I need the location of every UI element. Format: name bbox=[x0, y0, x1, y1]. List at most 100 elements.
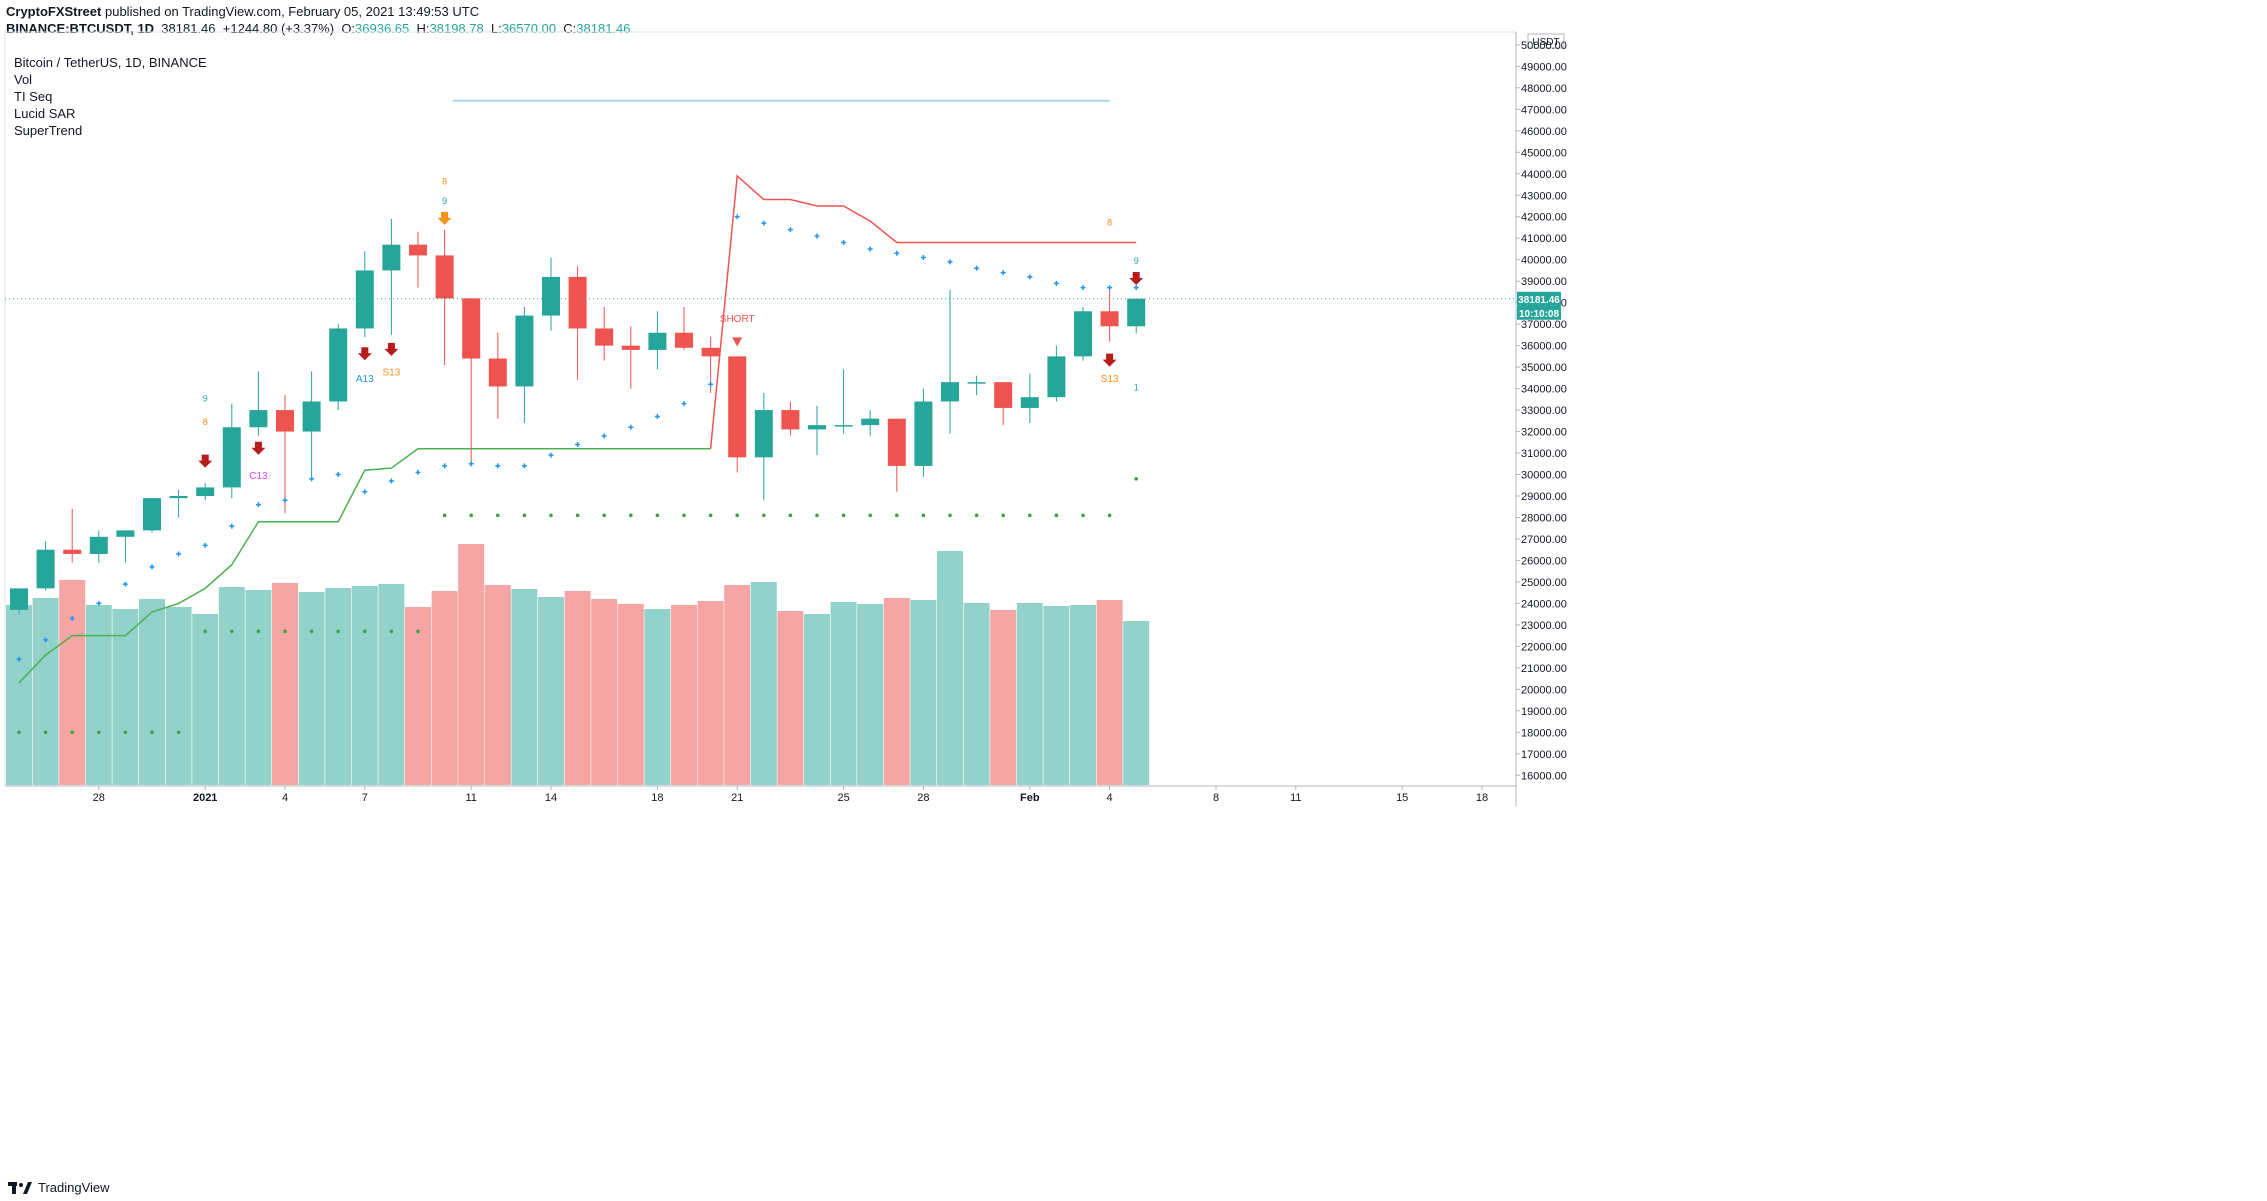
supertrend-down-line bbox=[709, 174, 1137, 449]
volume-bar bbox=[564, 591, 591, 785]
volume-bar bbox=[857, 604, 884, 785]
candle-body bbox=[701, 347, 720, 357]
candle-body bbox=[568, 276, 587, 329]
footer-brand-label[interactable]: TradingView bbox=[38, 1180, 110, 1195]
seq-dot bbox=[150, 730, 154, 735]
volume-bar bbox=[32, 598, 59, 785]
y-tick-label: 31000.00 bbox=[1521, 448, 1567, 460]
seq-dot bbox=[841, 513, 846, 518]
seq-dot bbox=[70, 730, 74, 735]
y-tick-label: 21000.00 bbox=[1521, 663, 1567, 675]
seq-dot bbox=[629, 513, 633, 518]
candle-body bbox=[1047, 356, 1066, 398]
tradingview-logo-icon bbox=[8, 1181, 32, 1195]
volume-bar bbox=[804, 614, 830, 785]
volume-bar bbox=[245, 590, 272, 785]
sar-point bbox=[1000, 270, 1006, 276]
seq-dot bbox=[522, 513, 527, 518]
last-price-badge bbox=[1517, 291, 1561, 306]
volume-bar bbox=[617, 604, 644, 785]
candle-body bbox=[1074, 311, 1092, 357]
y-tick-label: 36000.00 bbox=[1521, 341, 1567, 353]
candle-body bbox=[914, 401, 933, 466]
sar-point bbox=[362, 489, 368, 495]
seq-dot bbox=[416, 629, 420, 634]
signal-arrow-icon bbox=[437, 211, 452, 225]
candle-body bbox=[89, 536, 108, 554]
sar-point bbox=[787, 227, 793, 233]
candle-body bbox=[249, 410, 268, 428]
volume-bar bbox=[1123, 621, 1150, 785]
seq-dot bbox=[43, 730, 48, 735]
sar-point bbox=[468, 461, 474, 467]
signal-arrow-icon bbox=[384, 342, 399, 356]
legend-title[interactable]: Bitcoin / TetherUS, 1D, BINANCE bbox=[14, 55, 207, 70]
candle-body bbox=[63, 549, 82, 554]
volume-bar bbox=[458, 544, 485, 785]
y-tick-label: 18000.00 bbox=[1521, 727, 1567, 739]
volume-bar bbox=[830, 602, 857, 785]
candle-body bbox=[302, 401, 321, 432]
x-tick-label: 28 bbox=[93, 792, 105, 804]
sar-point bbox=[1053, 280, 1059, 286]
y-tick-label: 50000.00 bbox=[1521, 40, 1567, 52]
sar-point bbox=[867, 246, 873, 252]
seq-annotation: SHORT bbox=[720, 314, 755, 325]
seq-dot bbox=[336, 629, 341, 634]
seq-dot bbox=[575, 513, 580, 518]
candle-body bbox=[1020, 397, 1039, 408]
y-tick-label: 45000.00 bbox=[1521, 147, 1567, 159]
supertrend-up-line bbox=[18, 447, 711, 684]
legend-item-lucid-sar[interactable]: Lucid SAR bbox=[14, 106, 76, 121]
seq-dot bbox=[602, 513, 606, 518]
volume-bar bbox=[325, 588, 352, 785]
candle-body bbox=[542, 276, 560, 316]
sar-point bbox=[176, 551, 182, 557]
legend-item-supertrend[interactable]: SuperTrend bbox=[14, 123, 83, 138]
candle-body bbox=[276, 410, 294, 432]
y-tick-label: 32000.00 bbox=[1521, 427, 1567, 439]
y-tick-label: 39000.00 bbox=[1521, 276, 1567, 288]
y-tick-label: 47000.00 bbox=[1521, 104, 1567, 116]
y-tick-label: 42000.00 bbox=[1521, 212, 1567, 224]
x-tick-label: 8 bbox=[1213, 792, 1219, 804]
seq-dot bbox=[309, 629, 314, 634]
y-tick-label: 49000.00 bbox=[1521, 61, 1567, 73]
candle-body bbox=[808, 425, 826, 430]
candle-body bbox=[409, 244, 427, 256]
y-tick-label: 17000.00 bbox=[1521, 749, 1567, 761]
countdown-badge bbox=[1517, 305, 1561, 320]
candle-body bbox=[196, 487, 215, 496]
y-tick-label: 30000.00 bbox=[1521, 470, 1567, 482]
seq-dot bbox=[442, 513, 447, 518]
volume-bar bbox=[192, 614, 219, 785]
y-tick-label: 22000.00 bbox=[1521, 641, 1567, 653]
volume-bar bbox=[724, 585, 751, 785]
seq-dot bbox=[762, 513, 766, 518]
candle-body bbox=[941, 382, 959, 402]
sar-point bbox=[974, 265, 980, 271]
candle-body bbox=[116, 530, 135, 537]
publisher-name[interactable]: CryptoFXStreet bbox=[6, 4, 102, 19]
signal-arrow-icon bbox=[1102, 353, 1117, 367]
sar-point bbox=[1027, 274, 1033, 280]
legend-item-vol[interactable]: Vol bbox=[14, 72, 33, 87]
seq-dot bbox=[1054, 513, 1059, 518]
volume-bar bbox=[272, 583, 298, 785]
volume-bar bbox=[750, 582, 777, 785]
volume-bar bbox=[165, 607, 192, 785]
seq-annotation: S13 bbox=[383, 368, 401, 379]
low-label: L: bbox=[490, 21, 502, 36]
y-tick-label: 25000.00 bbox=[1521, 577, 1567, 589]
signal-arrow-icon bbox=[251, 441, 266, 455]
seq-dot bbox=[1107, 513, 1112, 518]
seq-annotation: 8 bbox=[442, 177, 447, 187]
sar-point bbox=[388, 478, 394, 484]
currency-label: USDT bbox=[1532, 37, 1559, 48]
legend-item-ti-seq[interactable]: TI Seq bbox=[14, 89, 53, 104]
x-tick-label: 4 bbox=[282, 792, 288, 804]
signal-arrow-icon bbox=[1129, 272, 1144, 286]
volume-bar bbox=[6, 605, 32, 785]
y-tick-label: 16000.00 bbox=[1521, 770, 1567, 782]
